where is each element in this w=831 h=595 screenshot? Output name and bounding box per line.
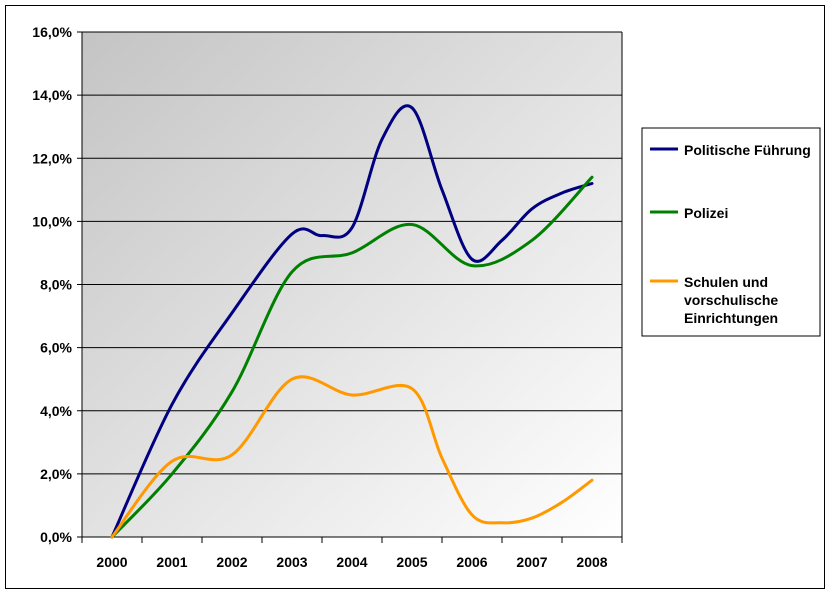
x-tick-label: 2008: [576, 554, 607, 570]
legend-label-politische-fuehrung: Politische Führung: [684, 142, 811, 158]
legend-label-schulen: Einrichtungen: [684, 310, 778, 326]
x-tick-label: 2005: [396, 554, 427, 570]
y-tick-label: 6,0%: [40, 340, 72, 356]
y-axis-ticks: 0,0% 2,0% 4,0% 6,0% 8,0% 10,0% 12,0% 14,0% 16,0%: [32, 24, 82, 545]
legend: Politische Führung Polizei Schulen und vors…: [641, 127, 821, 337]
x-tick-label: 2001: [156, 554, 187, 570]
y-tick-label: 4,0%: [40, 403, 72, 419]
legend-label-schulen: vorschulische: [684, 292, 778, 308]
x-tick-label: 2003: [276, 554, 307, 570]
x-tick-label: 2000: [96, 554, 127, 570]
x-tick-label: 2006: [456, 554, 487, 570]
series-lines: [110, 104, 594, 539]
y-tick-label: 16,0%: [32, 24, 72, 40]
legend-box: [641, 127, 821, 337]
y-tick-label: 2,0%: [40, 466, 72, 482]
y-tick-label: 12,0%: [32, 150, 72, 166]
series-line-schulen: [110, 375, 594, 539]
y-tick-label: 14,0%: [32, 87, 72, 103]
y-tick-label: 0,0%: [40, 529, 72, 545]
y-tick-label: 8,0%: [40, 277, 72, 293]
legend-label-schulen: Schulen und: [684, 274, 768, 290]
x-tick-label: 2007: [516, 554, 547, 570]
series-line-politische-fuehrung: [110, 104, 594, 539]
y-tick-label: 10,0%: [32, 213, 72, 229]
x-axis-ticks: 2000 2001 2002 2003 2004 2005 2006 2007 2008: [81, 537, 623, 570]
x-tick-label: 2002: [216, 554, 247, 570]
x-tick-label: 2004: [336, 554, 367, 570]
series-line-polizei: [110, 175, 594, 539]
legend-label-polizei: Polizei: [684, 205, 728, 221]
